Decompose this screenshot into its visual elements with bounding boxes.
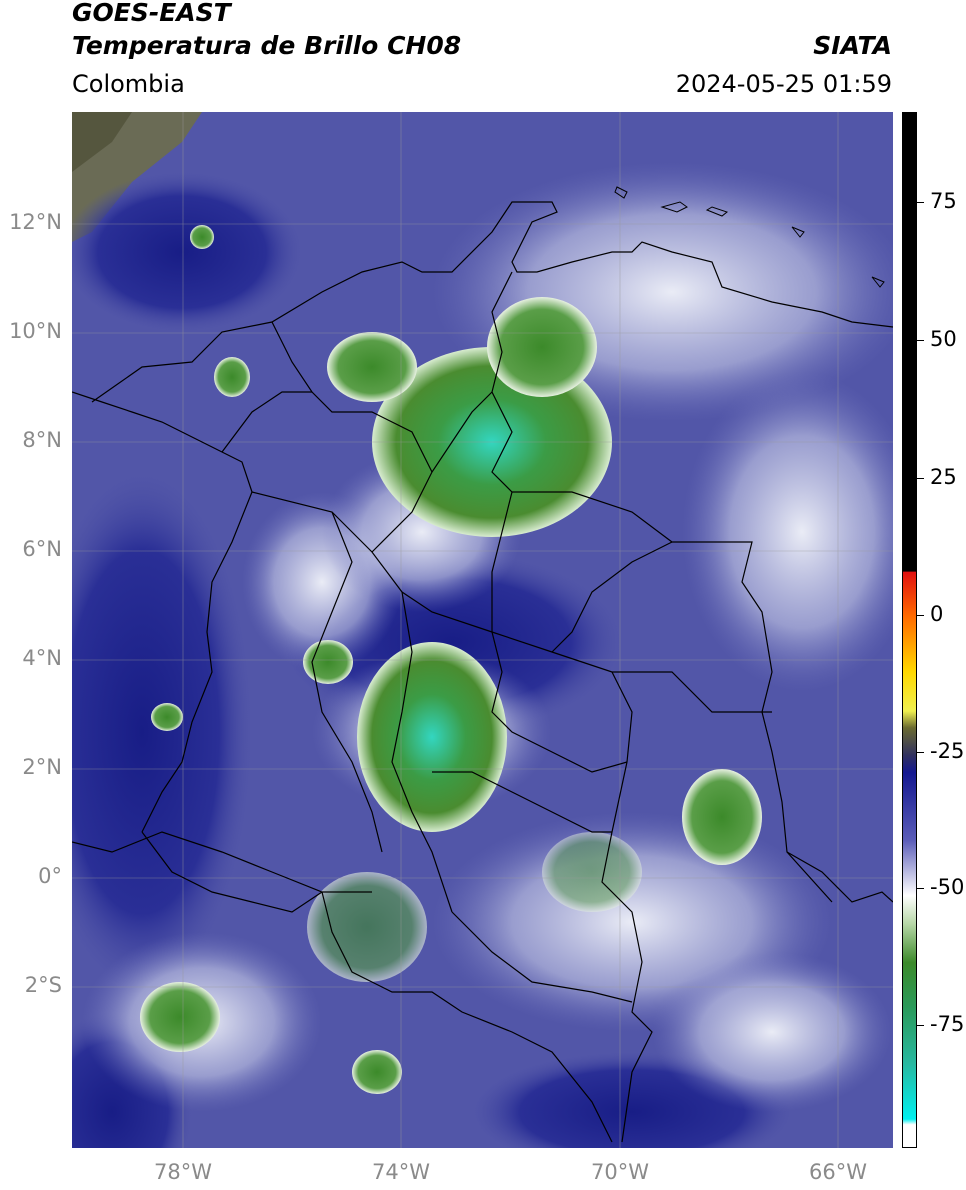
country-borders [72,201,893,1143]
caribbean-islands [614,186,885,288]
colorbar-label-neg50: -50 [930,875,965,899]
colorbar-tick [917,202,924,203]
colorbar-label-25: 25 [930,465,957,489]
convective-cell-southwest [140,982,220,1052]
lat-label-0: 0° [38,864,62,888]
convective-cell-magdalena [303,640,353,684]
convective-cell-putumayo [307,872,427,982]
lat-label-2s: 2°S [24,973,62,997]
convective-cell-east [682,769,762,865]
lat-label-6n: 6°N [22,537,62,561]
colorbar-label-50: 50 [930,327,957,351]
convective-cell-pacific [151,703,183,731]
lon-label-70w: 70°W [591,1160,649,1184]
lon-label-78w: 78°W [154,1160,212,1184]
convective-cell-vaupes [542,832,642,912]
colorbar-tick [917,1025,924,1026]
lat-label-10n: 10°N [9,319,62,343]
colorbar-label-neg75: -75 [930,1012,965,1036]
graticule [72,112,893,1148]
satellite-map-image [72,112,893,1148]
convective-cell-central [357,642,507,832]
colorbar-tick [917,888,924,889]
cloud-band-east [682,372,893,692]
convective-cell-islands [190,225,214,249]
convective-cell-panama [214,357,250,397]
colorbar-label-neg25: -25 [930,739,965,763]
colorbar-label-0: 0 [930,602,944,626]
convective-cell-south [352,1050,402,1094]
map-title-line1: GOES-EAST [72,0,231,27]
lat-label-12n: 12°N [9,210,62,234]
satellite-map [72,112,893,1148]
lat-label-2n: 2°N [22,755,62,779]
colorbar-tick [917,478,924,479]
agency-label: SIATA [813,31,892,60]
cloud-band-se [652,952,892,1112]
colorbar-tick [917,615,924,616]
lat-label-8n: 8°N [22,428,62,452]
lon-label-66w: 66°W [809,1160,867,1184]
convective-cell-northwest [327,332,417,402]
region-label: Colombia [72,70,185,98]
dry-deep-blue-north [72,172,302,332]
colorbar-tick [917,340,924,341]
colorbar-tick [917,752,924,753]
temperature-colorbar [902,112,917,1148]
lon-label-74w: 74°W [372,1160,430,1184]
map-title-line2: Temperatura de Brillo CH08 [72,31,462,60]
colorbar-label-75: 75 [930,189,957,213]
warm-dry-core [72,112,132,172]
convective-cell-maracaibo [487,297,597,397]
timestamp-label: 2024-05-25 01:59 [675,70,892,98]
dry-deep-blue-west [72,472,252,992]
lat-label-4n: 4°N [22,646,62,670]
